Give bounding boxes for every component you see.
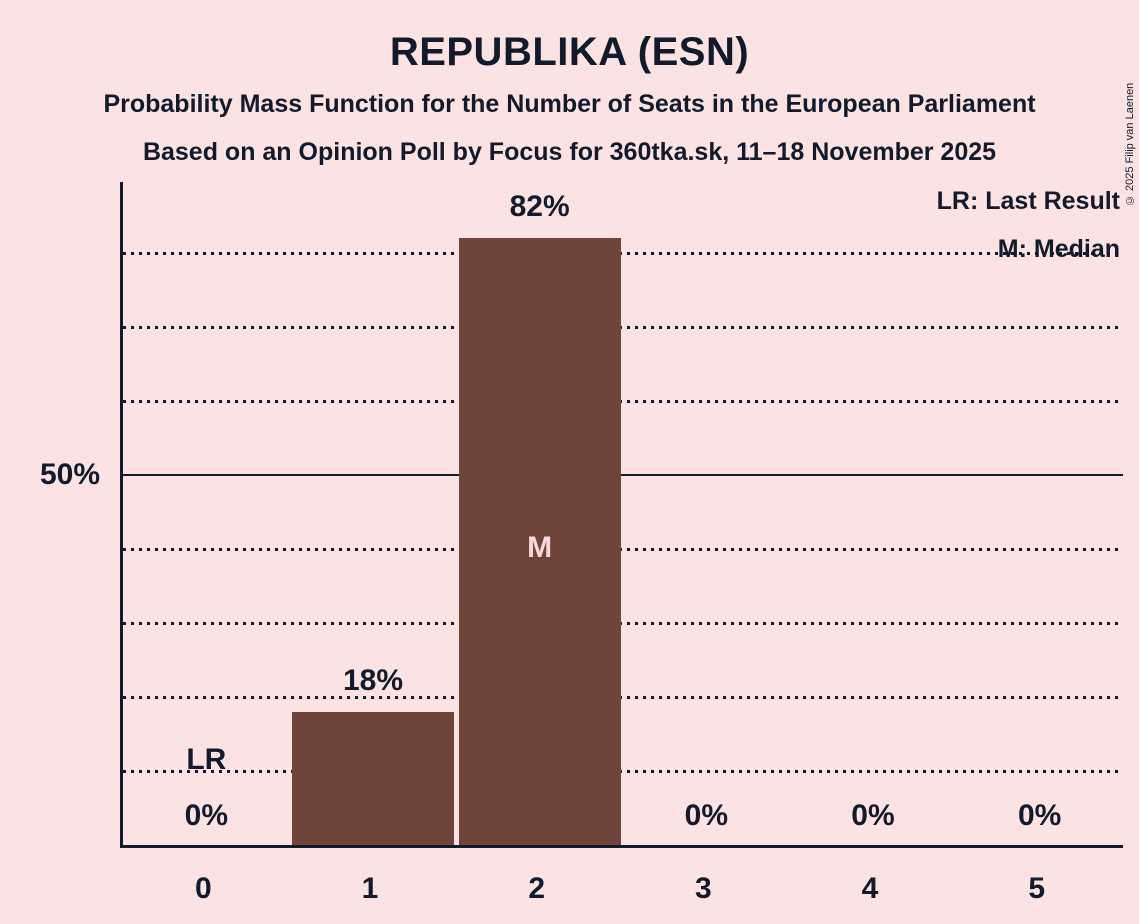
bar-value-label-3: 0% — [684, 799, 728, 832]
gridline-80pct — [123, 251, 1123, 255]
chart-subtitle-2: Based on an Opinion Poll by Focus for 36… — [142, 138, 997, 166]
bar-seats-1 — [292, 711, 454, 845]
x-axis-tick-1: 1 — [361, 872, 379, 905]
x-axis-tick-4: 4 — [861, 872, 879, 905]
x-axis-tick-5: 5 — [1028, 872, 1045, 905]
chart-subtitle-1: Probability Mass Function for the Number… — [103, 90, 1036, 118]
copyright-notice: © 2025 Filip van Laenen — [1124, 82, 1136, 206]
bar-value-label-1: 18% — [342, 663, 403, 697]
gridline-40pct — [123, 547, 1123, 551]
legend-last-result: LR: Last Result — [936, 187, 1120, 215]
gridline-10pct — [123, 769, 1123, 773]
bar-value-label-5: 0% — [1017, 799, 1062, 832]
gridline-20pct — [123, 695, 1123, 699]
bar-seats-2 — [458, 238, 621, 845]
x-axis-tick-3: 3 — [694, 872, 712, 905]
plot-area: 0% 18% 82% 0% 0% 0% LR M — [120, 182, 1123, 848]
gridline-60pct — [123, 399, 1123, 403]
gridline-50pct-solid — [123, 474, 1123, 476]
bar-value-label-0: 0% — [184, 799, 228, 832]
y-axis-tick-50: 50% — [39, 458, 100, 491]
bar-value-label-2: 82% — [509, 190, 570, 224]
chart-title: REPUBLIKA (ESN) — [389, 30, 750, 74]
x-axis-tick-0: 0 — [194, 872, 212, 905]
last-result-marker: LR — [186, 743, 227, 776]
gridline-30pct — [123, 621, 1123, 625]
median-marker: M — [527, 531, 553, 564]
gridline-70pct — [123, 325, 1123, 329]
bar-value-label-4: 0% — [851, 799, 895, 832]
legend-median: M: Median — [997, 235, 1120, 263]
x-axis-tick-2: 2 — [528, 872, 545, 905]
